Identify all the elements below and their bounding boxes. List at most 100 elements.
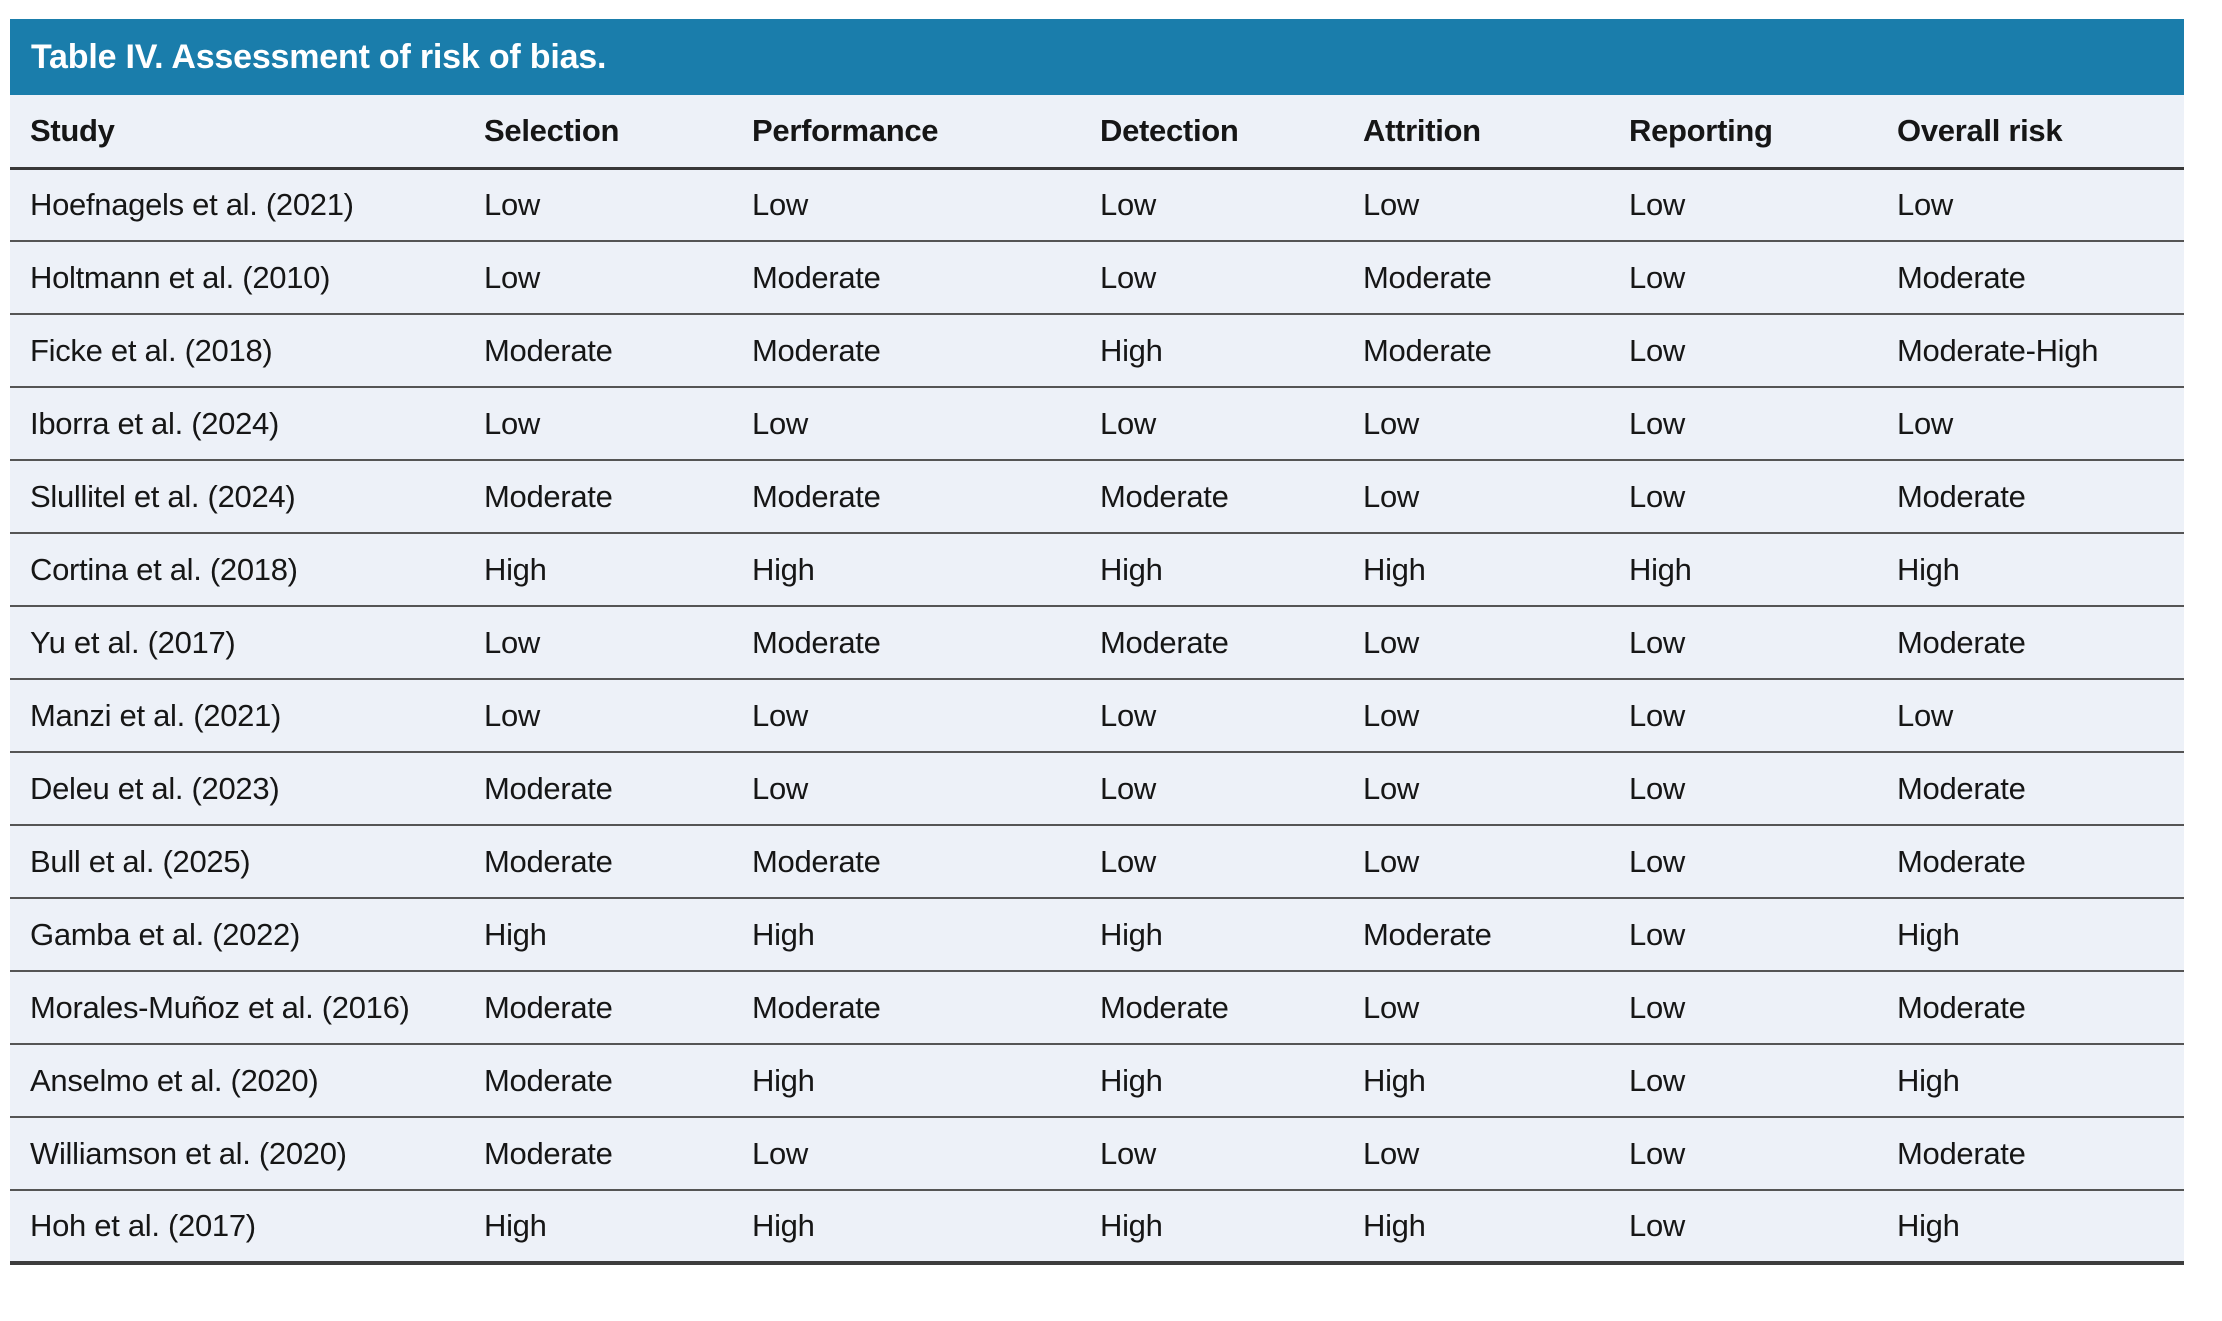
- table-row: Ficke et al. (2018) Moderate Moderate High M…: [10, 314, 2184, 388]
- rating-cell-attrition: Moderate: [1343, 241, 1609, 315]
- table-row: Slullitel et al. (2024) Moderate Moderate M…: [10, 460, 2184, 534]
- rating-cell-overall-risk: High: [1877, 1190, 2184, 1265]
- table-title: Table IV. Assessment of risk of bias.: [31, 37, 607, 76]
- rating-cell-detection: High: [1080, 1044, 1343, 1118]
- rating-cell-overall-risk: Moderate: [1877, 606, 2184, 680]
- study-cell: Hoh et al. (2017): [10, 1190, 464, 1265]
- column-header-selection: Selection: [464, 95, 732, 170]
- study-cell: Hoefnagels et al. (2021): [10, 168, 464, 242]
- rating-cell-overall-risk: High: [1877, 533, 2184, 607]
- rating-cell-attrition: Low: [1343, 679, 1609, 753]
- rating-cell-detection: Low: [1080, 387, 1343, 461]
- rating-cell-performance: Moderate: [732, 241, 1080, 315]
- rating-cell-performance: High: [732, 533, 1080, 607]
- study-cell: Williamson et al. (2020): [10, 1117, 464, 1191]
- rating-cell-selection: Moderate: [464, 1117, 732, 1191]
- column-header-overall-risk: Overall risk: [1877, 95, 2184, 170]
- study-cell: Anselmo et al. (2020): [10, 1044, 464, 1118]
- risk-of-bias-table: Table IV. Assessment of risk of bias. St…: [10, 19, 2184, 1265]
- rating-cell-reporting: Low: [1609, 168, 1877, 242]
- rating-cell-performance: Low: [732, 387, 1080, 461]
- rating-cell-performance: Moderate: [732, 606, 1080, 680]
- rating-cell-detection: Moderate: [1080, 606, 1343, 680]
- table-row: Holtmann et al. (2010) Low Moderate Low Mode…: [10, 241, 2184, 315]
- rating-cell-reporting: Low: [1609, 387, 1877, 461]
- rating-cell-performance: High: [732, 898, 1080, 972]
- rating-cell-overall-risk: High: [1877, 1044, 2184, 1118]
- rating-cell-attrition: Moderate: [1343, 314, 1609, 388]
- rating-cell-performance: Low: [732, 679, 1080, 753]
- rating-cell-selection: Moderate: [464, 825, 732, 899]
- rating-cell-attrition: High: [1343, 533, 1609, 607]
- rating-cell-performance: Moderate: [732, 460, 1080, 534]
- rating-cell-selection: Moderate: [464, 460, 732, 534]
- rating-cell-selection: Low: [464, 168, 732, 242]
- table-row: Bull et al. (2025) Moderate Moderate Low Low…: [10, 825, 2184, 899]
- rating-cell-attrition: Low: [1343, 387, 1609, 461]
- rating-cell-reporting: Low: [1609, 1117, 1877, 1191]
- rating-cell-selection: High: [464, 898, 732, 972]
- table-row: Deleu et al. (2023) Moderate Low Low Low Low M…: [10, 752, 2184, 826]
- rating-cell-selection: High: [464, 1190, 732, 1265]
- rating-cell-overall-risk: Moderate: [1877, 825, 2184, 899]
- rating-cell-overall-risk: Low: [1877, 387, 2184, 461]
- rating-cell-performance: Low: [732, 1117, 1080, 1191]
- table-row: Williamson et al. (2020) Moderate Low Low Lo…: [10, 1117, 2184, 1191]
- column-header-study: Study: [10, 95, 464, 170]
- rating-cell-detection: High: [1080, 533, 1343, 607]
- table-row: Gamba et al. (2022) High High High Moderate L…: [10, 898, 2184, 972]
- rating-cell-reporting: Low: [1609, 606, 1877, 680]
- rating-cell-overall-risk: Moderate: [1877, 752, 2184, 826]
- rating-cell-detection: High: [1080, 314, 1343, 388]
- rating-cell-performance: Low: [732, 752, 1080, 826]
- rating-cell-overall-risk: Moderate: [1877, 241, 2184, 315]
- rating-cell-overall-risk: Moderate: [1877, 1117, 2184, 1191]
- table-title-bar: Table IV. Assessment of risk of bias.: [10, 19, 2184, 95]
- rating-cell-overall-risk: High: [1877, 898, 2184, 972]
- rating-cell-reporting: Low: [1609, 971, 1877, 1045]
- table-row: Manzi et al. (2021) Low Low Low Low Low Low: [10, 679, 2184, 753]
- column-header-attrition: Attrition: [1343, 95, 1609, 170]
- rating-cell-reporting: Low: [1609, 1190, 1877, 1265]
- rating-cell-performance: Moderate: [732, 971, 1080, 1045]
- study-cell: Cortina et al. (2018): [10, 533, 464, 607]
- table-body: Hoefnagels et al. (2021) Low Low Low Low Low L…: [10, 168, 2184, 1265]
- rating-cell-selection: Moderate: [464, 971, 732, 1045]
- rating-cell-attrition: High: [1343, 1044, 1609, 1118]
- column-header-detection: Detection: [1080, 95, 1343, 170]
- rating-cell-detection: Low: [1080, 241, 1343, 315]
- rating-cell-attrition: High: [1343, 1190, 1609, 1265]
- study-cell: Ficke et al. (2018): [10, 314, 464, 388]
- study-cell: Morales-Muñoz et al. (2016): [10, 971, 464, 1045]
- rating-cell-attrition: Low: [1343, 971, 1609, 1045]
- study-cell: Gamba et al. (2022): [10, 898, 464, 972]
- rating-cell-detection: Moderate: [1080, 971, 1343, 1045]
- table-row: Yu et al. (2017) Low Moderate Moderate Low Lo…: [10, 606, 2184, 680]
- rating-cell-reporting: Low: [1609, 752, 1877, 826]
- header-row: Study Selection Performance Detection Attrit…: [10, 95, 2184, 170]
- rating-cell-reporting: Low: [1609, 460, 1877, 534]
- rating-cell-selection: Moderate: [464, 752, 732, 826]
- rating-cell-reporting: Low: [1609, 1044, 1877, 1118]
- rating-cell-performance: Moderate: [732, 825, 1080, 899]
- risk-of-bias-grid: Study Selection Performance Detection Attrit…: [10, 95, 2184, 1265]
- rating-cell-overall-risk: Moderate: [1877, 971, 2184, 1045]
- rating-cell-performance: Moderate: [732, 314, 1080, 388]
- rating-cell-attrition: Low: [1343, 606, 1609, 680]
- rating-cell-reporting: Low: [1609, 314, 1877, 388]
- rating-cell-attrition: Low: [1343, 752, 1609, 826]
- rating-cell-selection: Moderate: [464, 1044, 732, 1118]
- rating-cell-detection: High: [1080, 898, 1343, 972]
- rating-cell-detection: Low: [1080, 679, 1343, 753]
- study-cell: Manzi et al. (2021): [10, 679, 464, 753]
- rating-cell-detection: Low: [1080, 752, 1343, 826]
- table-row: Anselmo et al. (2020) Moderate High High Hig…: [10, 1044, 2184, 1118]
- study-cell: Deleu et al. (2023): [10, 752, 464, 826]
- rating-cell-detection: High: [1080, 1190, 1343, 1265]
- rating-cell-detection: Low: [1080, 168, 1343, 242]
- rating-cell-overall-risk: Moderate-High: [1877, 314, 2184, 388]
- rating-cell-reporting: Low: [1609, 898, 1877, 972]
- rating-cell-attrition: Low: [1343, 1117, 1609, 1191]
- rating-cell-performance: High: [732, 1044, 1080, 1118]
- rating-cell-overall-risk: Low: [1877, 168, 2184, 242]
